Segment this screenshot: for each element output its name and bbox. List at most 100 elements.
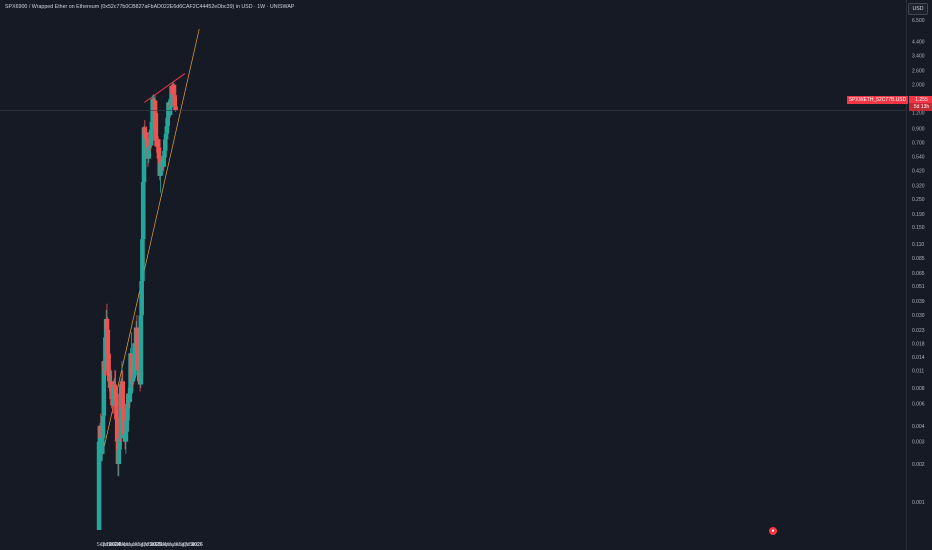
candle-body bbox=[152, 100, 158, 113]
candle-body bbox=[144, 132, 149, 138]
x-tick-label: Feb bbox=[155, 542, 164, 548]
y-tick-label: 0.002 bbox=[912, 462, 925, 468]
y-tick-label: 0.150 bbox=[912, 225, 925, 231]
y-tick-label: 0.085 bbox=[912, 256, 925, 262]
x-tick-label: Apr bbox=[121, 542, 129, 548]
y-tick-label: 0.008 bbox=[912, 386, 925, 392]
candle bbox=[141, 125, 147, 188]
candle-body bbox=[156, 147, 162, 159]
candle-body bbox=[153, 112, 159, 141]
candle bbox=[103, 329, 108, 382]
candle-body bbox=[168, 98, 174, 108]
candle-body bbox=[121, 408, 126, 426]
candle-body bbox=[164, 126, 170, 134]
candle-body bbox=[96, 441, 102, 530]
candle-body bbox=[100, 415, 106, 439]
x-tick-label: Dec bbox=[189, 542, 199, 548]
candle-body bbox=[163, 133, 169, 140]
candle-body bbox=[118, 384, 124, 439]
candle-body bbox=[158, 163, 163, 176]
candle-body bbox=[173, 106, 178, 111]
y-tick-label: 2.600 bbox=[912, 68, 925, 74]
candle-body bbox=[112, 384, 118, 388]
x-tick-label: Aug bbox=[134, 542, 143, 548]
candle-body bbox=[129, 353, 134, 379]
candle-body bbox=[138, 315, 144, 385]
y-tick-label: 0.320 bbox=[912, 183, 925, 189]
candle-body bbox=[125, 403, 130, 421]
candle-body bbox=[104, 319, 110, 330]
candle-body bbox=[139, 280, 144, 316]
candle-body bbox=[113, 387, 118, 394]
candle bbox=[173, 105, 178, 112]
candle-body bbox=[134, 327, 140, 347]
candle-body bbox=[136, 365, 141, 371]
currency-button[interactable]: USD bbox=[908, 3, 928, 15]
x-tick-label: Nov bbox=[103, 542, 113, 548]
x-tick-label: Jun bbox=[128, 542, 136, 548]
candle-body bbox=[116, 449, 122, 464]
x-tick-label: Dec bbox=[148, 542, 158, 548]
candle bbox=[163, 131, 169, 146]
x-tick-label: May bbox=[123, 542, 133, 548]
y-tick-label: 4.400 bbox=[912, 39, 925, 45]
candle bbox=[161, 155, 167, 172]
y-tick-label: 0.014 bbox=[912, 355, 925, 361]
candle bbox=[139, 279, 144, 320]
x-tick-label: 2026 bbox=[191, 542, 203, 548]
candle bbox=[172, 87, 178, 109]
candle bbox=[106, 346, 111, 382]
candle-body bbox=[162, 150, 167, 158]
x-tick-label: Sep bbox=[96, 542, 105, 548]
y-tick-label: 6.500 bbox=[912, 18, 925, 24]
candle-body bbox=[107, 375, 112, 382]
candle-body bbox=[172, 95, 178, 107]
y-tick-label: 0.004 bbox=[912, 424, 925, 430]
candle-body bbox=[161, 157, 167, 167]
price-axis-divider bbox=[906, 0, 907, 550]
candle-body bbox=[162, 139, 168, 151]
candle-body bbox=[130, 378, 136, 382]
candle bbox=[168, 96, 174, 110]
x-tick-label: Nov bbox=[144, 542, 154, 548]
candle-body bbox=[114, 419, 120, 442]
y-tick-label: 2.000 bbox=[912, 83, 925, 89]
price-axis-ticks: 6.5004.4003.4002.6002.0001.5501.2000.900… bbox=[912, 18, 925, 506]
y-tick-label: 3.400 bbox=[912, 54, 925, 60]
candle bbox=[125, 399, 130, 432]
candle-body bbox=[155, 139, 161, 148]
y-tick-label: 0.051 bbox=[912, 284, 925, 290]
x-tick-label: Jul bbox=[173, 542, 180, 548]
candles-layer bbox=[96, 82, 178, 530]
y-tick-label: 0.039 bbox=[912, 299, 925, 305]
candle-body bbox=[105, 329, 111, 354]
resistance-trendline bbox=[144, 73, 186, 103]
candle bbox=[114, 384, 119, 424]
candle-body bbox=[120, 381, 126, 409]
y-tick-label: 0.110 bbox=[912, 242, 924, 248]
candle-body bbox=[127, 393, 133, 402]
candle-body bbox=[123, 431, 129, 442]
x-tick-label: Sep bbox=[138, 542, 147, 548]
candle bbox=[140, 178, 146, 244]
x-tick-label: 2025 bbox=[150, 542, 162, 548]
candle bbox=[152, 95, 158, 116]
x-tick-label: Oct bbox=[100, 542, 109, 548]
y-tick-label: 0.023 bbox=[912, 328, 925, 334]
candle-body bbox=[146, 147, 152, 159]
time-axis-ticks: SepOctNovDec2024FebMarAprMayJunJulAugSep… bbox=[96, 542, 203, 548]
x-tick-label: Mar bbox=[117, 542, 126, 548]
event-marker-icon[interactable]: ● bbox=[769, 527, 777, 535]
y-tick-label: 0.420 bbox=[912, 168, 925, 174]
y-tick-label: 0.011 bbox=[912, 368, 924, 374]
y-tick-label: 0.065 bbox=[912, 271, 925, 277]
candle-body bbox=[124, 420, 129, 432]
y-tick-label: 0.700 bbox=[912, 140, 925, 146]
candle bbox=[140, 234, 145, 286]
candle-body bbox=[141, 127, 147, 182]
y-tick-label: 0.190 bbox=[912, 212, 925, 218]
candle-body bbox=[140, 181, 146, 240]
x-tick-label: Jun bbox=[169, 542, 177, 548]
